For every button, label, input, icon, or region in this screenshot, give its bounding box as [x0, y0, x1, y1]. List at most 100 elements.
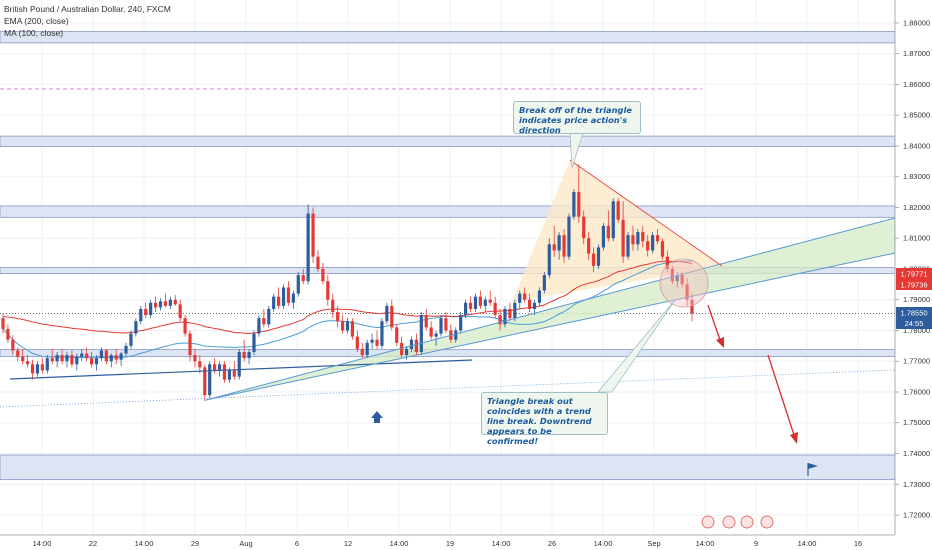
candle-body — [139, 308, 143, 322]
candle-body — [26, 361, 30, 365]
candle-body — [572, 192, 576, 217]
price-tick-label: 1.73000 — [903, 480, 930, 489]
candle-body — [193, 355, 197, 362]
candle-body — [537, 290, 542, 303]
candle-body — [316, 256, 320, 269]
candle-body — [1, 318, 5, 329]
candle-body — [85, 353, 89, 359]
time-tick-label: 14:00 — [492, 539, 511, 548]
candle-body — [641, 232, 645, 242]
candle-body — [252, 333, 256, 353]
candle-body — [385, 305, 389, 322]
price-tick-label: 1.72000 — [903, 511, 930, 520]
candle-body — [65, 355, 69, 362]
candle-body — [621, 219, 625, 257]
candle-body — [380, 321, 384, 346]
candle-body — [503, 308, 507, 325]
candle-body — [488, 299, 492, 303]
candle-body — [419, 315, 423, 353]
ema-200-line — [2, 260, 693, 334]
top-annotation-text: Break off of the triangle indicates pric… — [519, 105, 632, 135]
candle-body — [227, 370, 231, 380]
candle-body — [311, 213, 315, 257]
candle-body — [163, 301, 168, 306]
breakout-highlight-circle — [659, 258, 709, 308]
candle-body — [340, 321, 345, 331]
candle-body — [375, 339, 379, 346]
candle-body — [675, 275, 679, 282]
candle-body — [208, 364, 212, 396]
time-tick-label: 14:00 — [594, 539, 613, 548]
candle-body — [655, 235, 660, 242]
event-icons[interactable] — [701, 515, 774, 529]
time-axis[interactable] — [0, 535, 932, 550]
lower-channel-line — [205, 252, 896, 401]
ma-price-tag-text: 1.79736 — [900, 281, 927, 290]
candle-body — [552, 244, 556, 251]
candle-body — [336, 312, 340, 322]
legend-symbol-title: British Pound / Australian Dollar, 240, … — [4, 4, 171, 14]
candle-body — [400, 342, 404, 356]
candle-body — [464, 302, 468, 316]
arrow-up-icon — [371, 411, 383, 423]
event-flag-icon — [701, 515, 715, 529]
candle-body — [444, 318, 448, 331]
price-tick-label: 1.83000 — [903, 172, 930, 181]
top-annotation-note[interactable]: Break off of the triangle indicates pric… — [513, 101, 641, 135]
bottom-annotation-note[interactable]: Triangle break out coincides with a tren… — [481, 392, 608, 446]
candle-body — [636, 232, 640, 245]
candle-body — [459, 315, 463, 331]
candle-body — [345, 321, 350, 331]
candle-body — [680, 275, 684, 285]
candle-body — [660, 241, 665, 257]
candle-body — [439, 318, 443, 334]
price-tick-label: 1.86000 — [903, 80, 930, 89]
candle-body — [611, 201, 615, 239]
candle-body — [134, 321, 138, 334]
candle-body — [360, 348, 364, 356]
candle-body — [267, 308, 271, 325]
candle-body — [321, 268, 325, 282]
triangle-pattern — [512, 160, 722, 302]
candle-body — [518, 293, 522, 303]
long-support-trendline — [9, 359, 473, 380]
chart-legend: British Pound / Australian Dollar, 240, … — [4, 3, 171, 39]
time-tick-label: 16 — [854, 539, 862, 548]
event-flag-icon — [760, 515, 774, 529]
candle-body — [508, 308, 512, 319]
price-tick-label: 1.84000 — [903, 141, 930, 150]
candle-body — [370, 339, 374, 343]
candle-body — [685, 284, 689, 300]
candle-body — [21, 356, 25, 362]
price-tick-label: 1.85000 — [903, 111, 930, 120]
time-tick-label: 14:00 — [390, 539, 409, 548]
candle-body — [80, 353, 84, 357]
time-tick-label: 22 — [89, 539, 97, 548]
candle-body — [217, 364, 222, 371]
candle-body — [70, 355, 74, 365]
candle-body — [124, 345, 128, 354]
candle-body — [478, 296, 482, 306]
candle-body — [149, 302, 153, 316]
candle-body — [55, 355, 59, 362]
triangle-upper-line — [569, 159, 723, 267]
candle-body — [222, 364, 227, 380]
time-tick-label: 6 — [295, 539, 299, 548]
support-resistance-zone — [0, 135, 896, 147]
candle-body — [493, 302, 497, 316]
candle-body — [247, 352, 251, 359]
candle-body — [616, 201, 620, 220]
candle-body — [144, 308, 148, 316]
candle-body — [424, 315, 428, 328]
candle-body — [527, 299, 532, 309]
time-tick-label: 29 — [191, 539, 199, 548]
candle-body — [237, 352, 241, 377]
candle-body — [646, 241, 650, 251]
price-tick-label: 1.82000 — [903, 203, 930, 212]
candle-body — [158, 301, 163, 308]
candle-body — [468, 302, 473, 309]
candle-body — [690, 299, 694, 314]
price-axis[interactable] — [895, 0, 932, 535]
candle-body — [50, 358, 54, 362]
